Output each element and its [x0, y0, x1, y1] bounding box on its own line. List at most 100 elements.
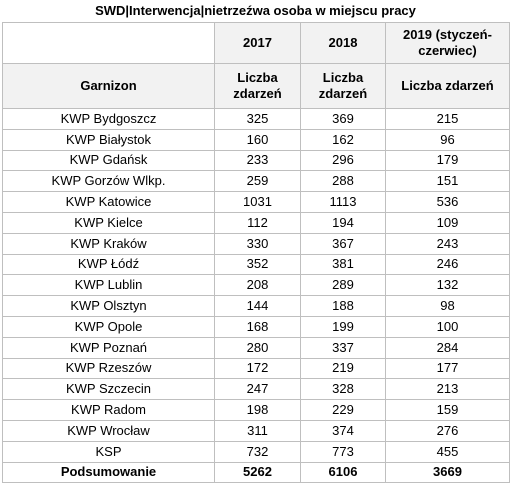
row-label: KWP Kielce: [2, 211, 215, 234]
data-row: KWP Radom 198 229 159: [2, 399, 510, 421]
value-cell: 246: [385, 253, 510, 276]
value-cell: 172: [214, 357, 301, 380]
value-cell: 109: [385, 211, 510, 234]
row-label: KWP Poznań: [2, 336, 215, 359]
value-cell: 280: [214, 336, 301, 359]
header-row: 2017 2018 2019 (styczeń-czerwiec): [2, 22, 510, 64]
value-cell: 536: [385, 191, 510, 213]
row-label: KWP Wrocław: [2, 419, 215, 442]
value-cell: 160: [214, 128, 301, 151]
data-row: KWP Gdańsk 233 296 179: [2, 149, 510, 172]
value-cell: 330: [214, 232, 301, 255]
value-cell: 194: [300, 211, 386, 234]
column-subheader: Liczba zdarzeń: [300, 63, 386, 109]
row-header-label: Garnizon: [2, 63, 215, 109]
data-row: KWP Wrocław 311 374 276: [2, 419, 510, 442]
value-cell: 369: [300, 108, 386, 130]
row-label: KWP Kraków: [2, 232, 215, 255]
value-cell: 159: [385, 399, 510, 421]
value-cell: 247: [214, 378, 301, 401]
value-cell: 208: [214, 274, 301, 297]
value-cell: 259: [214, 170, 301, 193]
value-cell: 325: [214, 108, 301, 130]
data-row: KWP Kielce 112 194 109: [2, 211, 510, 234]
row-label: KWP Rzeszów: [2, 357, 215, 380]
row-label: KWP Olsztyn: [2, 295, 215, 317]
data-row: KSP 732 773 455: [2, 440, 510, 463]
row-label: KWP Szczecin: [2, 378, 215, 401]
data-row: KWP Kraków 330 367 243: [2, 232, 510, 255]
value-cell: 151: [385, 170, 510, 193]
value-cell: 188: [300, 295, 386, 317]
value-cell: 288: [300, 170, 386, 193]
value-cell: 455: [385, 440, 510, 463]
value-cell: 177: [385, 357, 510, 380]
value-cell: 1113: [300, 191, 386, 213]
value-cell: 132: [385, 274, 510, 297]
value-cell: 219: [300, 357, 386, 380]
data-row: KWP Łódź 352 381 246: [2, 253, 510, 276]
value-cell: 374: [300, 419, 386, 442]
column-header: 2019 (styczeń-czerwiec): [385, 22, 510, 64]
value-cell: 198: [214, 399, 301, 421]
total-label: Podsumowanie: [2, 461, 215, 484]
data-row: KWP Białystok 160 162 96: [2, 128, 510, 151]
row-label: KWP Łódź: [2, 253, 215, 276]
data-table: 2017 2018 2019 (styczeń-czerwiec) Garniz…: [2, 22, 510, 484]
data-row: KWP Szczecin 247 328 213: [2, 378, 510, 401]
column-header: 2017: [214, 22, 301, 64]
table-title: SWD|Interwencja|nietrzeźwa osoba w miejs…: [95, 3, 416, 18]
column-subheader: Liczba zdarzeń: [385, 63, 510, 109]
value-cell: 296: [300, 149, 386, 172]
value-cell: 284: [385, 336, 510, 359]
value-cell: 100: [385, 315, 510, 338]
row-label: KWP Białystok: [2, 128, 215, 151]
empty-cell: [2, 22, 215, 64]
value-cell: 311: [214, 419, 301, 442]
total-value: 5262: [214, 461, 301, 484]
value-cell: 233: [214, 149, 301, 172]
data-row: KWP Olsztyn 144 188 98: [2, 295, 510, 317]
value-cell: 215: [385, 108, 510, 130]
row-label: KWP Katowice: [2, 191, 215, 213]
row-label: KWP Opole: [2, 315, 215, 338]
value-cell: 162: [300, 128, 386, 151]
row-label: KWP Gdańsk: [2, 149, 215, 172]
row-label: KWP Gorzów Wlkp.: [2, 170, 215, 193]
subheader-row: Garnizon Liczba zdarzeń Liczba zdarzeń L…: [2, 63, 510, 109]
column-subheader: Liczba zdarzeń: [214, 63, 301, 109]
value-cell: 96: [385, 128, 510, 151]
total-row: Podsumowanie 5262 6106 3669: [2, 461, 510, 484]
total-value: 6106: [300, 461, 386, 484]
value-cell: 289: [300, 274, 386, 297]
value-cell: 112: [214, 211, 301, 234]
value-cell: 213: [385, 378, 510, 401]
value-cell: 367: [300, 232, 386, 255]
row-label: KSP: [2, 440, 215, 463]
data-row: KWP Gorzów Wlkp. 259 288 151: [2, 170, 510, 193]
value-cell: 381: [300, 253, 386, 276]
row-label: KWP Radom: [2, 399, 215, 421]
value-cell: 328: [300, 378, 386, 401]
value-cell: 243: [385, 232, 510, 255]
value-cell: 732: [214, 440, 301, 463]
column-header: 2018: [300, 22, 386, 64]
table-body: 2017 2018 2019 (styczeń-czerwiec) Garniz…: [2, 22, 510, 484]
value-cell: 168: [214, 315, 301, 338]
value-cell: 229: [300, 399, 386, 421]
value-cell: 337: [300, 336, 386, 359]
value-cell: 179: [385, 149, 510, 172]
row-label: KWP Lublin: [2, 274, 215, 297]
total-value: 3669: [385, 461, 510, 484]
value-cell: 276: [385, 419, 510, 442]
value-cell: 773: [300, 440, 386, 463]
data-row: KWP Rzeszów 172 219 177: [2, 357, 510, 380]
data-row: KWP Bydgoszcz 325 369 215: [2, 108, 510, 130]
data-row: KWP Katowice 1031 1113 536: [2, 191, 510, 213]
data-row: KWP Opole 168 199 100: [2, 315, 510, 338]
value-cell: 352: [214, 253, 301, 276]
data-row: KWP Poznań 280 337 284: [2, 336, 510, 359]
value-cell: 199: [300, 315, 386, 338]
value-cell: 98: [385, 295, 510, 317]
